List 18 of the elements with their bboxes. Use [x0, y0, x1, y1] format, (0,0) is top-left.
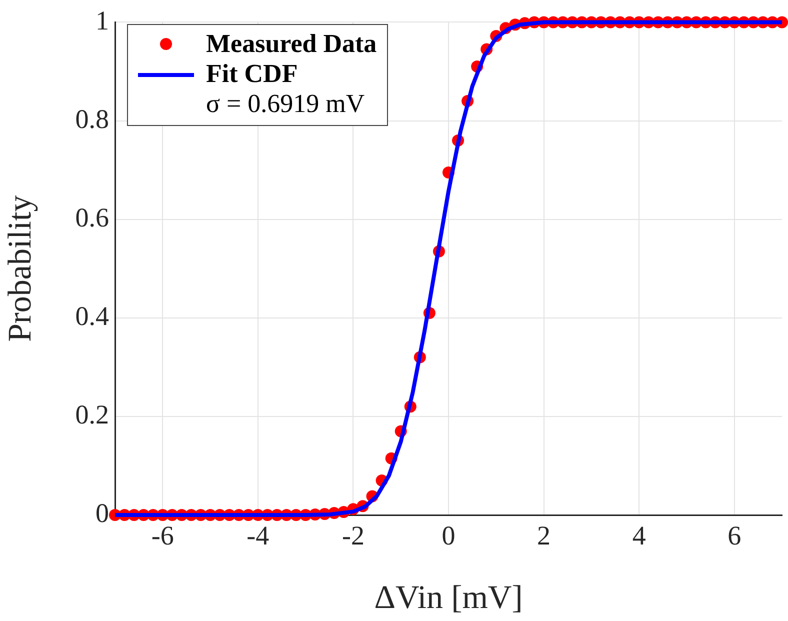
annotation: σ = 0.6919 mV — [205, 89, 366, 119]
x-tick-label: -6 — [151, 520, 174, 550]
x-tick-label: -4 — [246, 520, 270, 550]
y-tick-label: 0.4 — [75, 300, 110, 331]
x-tick-label: 0 — [442, 520, 456, 550]
legend-label: Fit CDF — [206, 59, 298, 89]
y-tick-label: 0.6 — [75, 202, 109, 232]
y-tick-label: 0.2 — [75, 400, 109, 430]
x-tick-label: 4 — [632, 520, 646, 550]
y-tick-label: 1 — [96, 5, 109, 36]
x-tick-label: 6 — [728, 520, 742, 550]
x-axis-title: ΔVin [mV] — [374, 580, 523, 616]
legend-label: Measured Data — [206, 29, 377, 59]
y-axis-title: Probability — [2, 194, 38, 342]
x-tick-label: -2 — [342, 520, 364, 550]
y-tick-label: 0 — [96, 498, 109, 528]
x-tick-label: 2 — [537, 520, 551, 550]
y-tick-label: 0.8 — [75, 104, 109, 134]
